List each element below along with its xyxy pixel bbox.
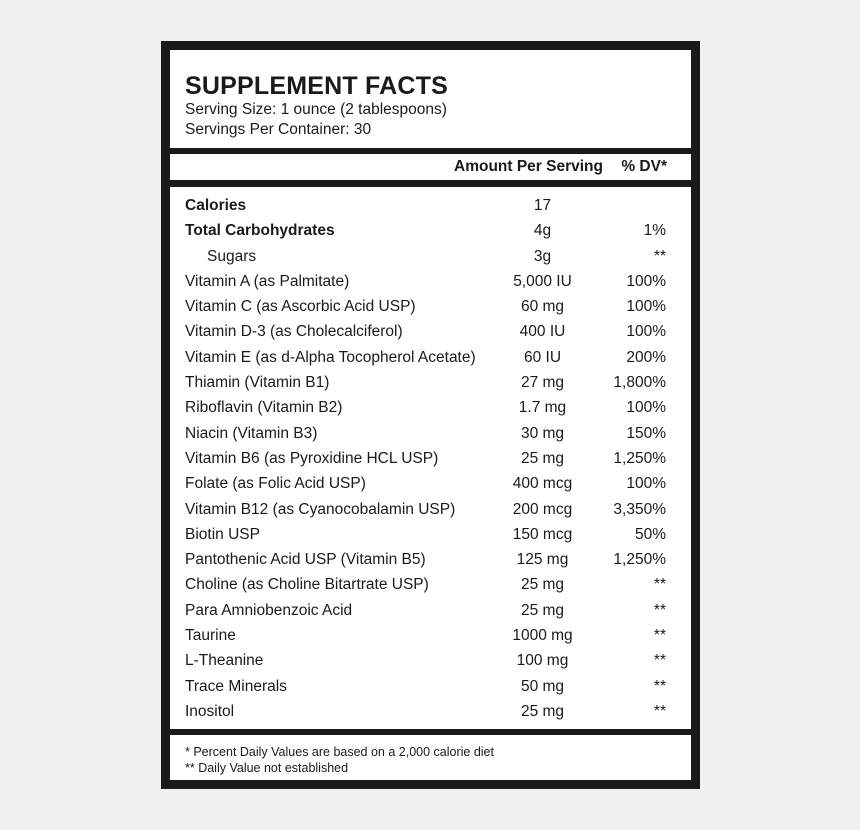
nutrient-amount: 400 IU bbox=[519, 323, 566, 341]
nutrient-dv: ** bbox=[653, 677, 666, 695]
nutrient-amount: 27 mg bbox=[520, 374, 565, 392]
servings-per-container: Servings Per Container: 30 bbox=[185, 121, 372, 138]
nutrient-dv: 100% bbox=[626, 272, 666, 290]
nutrient-name: Trace Minerals bbox=[185, 677, 287, 695]
table-row: Vitamin A (as Palmitate) 5,000 IU 100% bbox=[170, 269, 691, 294]
nutrient-dv: 50% bbox=[634, 525, 666, 543]
nutrient-dv: 100% bbox=[626, 475, 666, 493]
nutrient-name: Biotin USP bbox=[185, 525, 260, 543]
table-row: Vitamin B6 (as Pyroxidine HCL USP) 25 mg 1… bbox=[170, 446, 691, 471]
nutrient-amount: 60 IU bbox=[523, 348, 562, 366]
table-row: Niacin (Vitamin B3) 30 mg 150% bbox=[170, 421, 691, 446]
nutrient-name: Vitamin C (as Ascorbic Acid USP) bbox=[185, 298, 416, 316]
nutrient-name: Taurine bbox=[185, 627, 236, 645]
nutrient-dv: ** bbox=[653, 601, 666, 619]
nutrient-amount: 400 mcg bbox=[512, 475, 573, 493]
table-row: Calories 17 bbox=[170, 193, 691, 218]
nutrient-amount: 1.7 mg bbox=[518, 399, 567, 417]
table-row: Thiamin (Vitamin B1) 27 mg 1,800% bbox=[170, 370, 691, 395]
table-row: Sugars 3g ** bbox=[170, 244, 691, 269]
nutrient-dv: ** bbox=[653, 702, 666, 720]
nutrient-name: Inositol bbox=[185, 702, 235, 720]
nutrient-name: Vitamin D-3 (as Cholecalciferol) bbox=[185, 323, 403, 341]
nutrient-amount: 125 mg bbox=[516, 551, 569, 569]
nutrient-dv: ** bbox=[653, 576, 666, 594]
nutrient-amount: 25 mg bbox=[520, 576, 565, 594]
nutrient-dv: 1% bbox=[643, 222, 666, 240]
table-row: L-Theanine 100 mg ** bbox=[170, 648, 691, 673]
table-row: Inositol 25 mg ** bbox=[170, 699, 691, 724]
dv-column-header: % DV* bbox=[621, 158, 667, 175]
nutrient-name: Total Carbohydrates bbox=[185, 222, 335, 240]
nutrient-name: Vitamin B6 (as Pyroxidine HCL USP) bbox=[185, 449, 439, 467]
table-row: Taurine 1000 mg ** bbox=[170, 623, 691, 648]
nutrient-name: Sugars bbox=[207, 247, 257, 265]
nutrient-amount: 50 mg bbox=[520, 677, 565, 695]
nutrient-amount: 4g bbox=[533, 222, 552, 240]
nutrient-amount: 60 mg bbox=[520, 298, 565, 316]
nutrient-name: Vitamin B12 (as Cyanocobalamin USP) bbox=[185, 500, 456, 518]
nutrient-dv: ** bbox=[653, 247, 666, 265]
table-row: Vitamin D-3 (as Cholecalciferol) 400 IU 10… bbox=[170, 319, 691, 344]
nutrient-name: Vitamin A (as Palmitate) bbox=[185, 272, 350, 290]
nutrient-amount: 3g bbox=[533, 247, 552, 265]
nutrient-name: Thiamin (Vitamin B1) bbox=[185, 374, 330, 392]
nutrient-dv: 1,800% bbox=[613, 374, 666, 392]
nutrient-dv: 200% bbox=[626, 348, 666, 366]
nutrient-dv: 100% bbox=[626, 298, 666, 316]
nutrient-name: Pantothenic Acid USP (Vitamin B5) bbox=[185, 551, 426, 569]
supplement-facts-label: SUPPLEMENT FACTS Serving Size: 1 ounce (… bbox=[161, 41, 700, 789]
table-row: Vitamin B12 (as Cyanocobalamin USP) 200 m… bbox=[170, 497, 691, 522]
nutrient-name: L-Theanine bbox=[185, 652, 264, 670]
table-row: Vitamin E (as d-Alpha Tocopherol Acetate… bbox=[170, 345, 691, 370]
nutrient-amount: 17 bbox=[533, 197, 552, 214]
label-title: SUPPLEMENT FACTS bbox=[185, 72, 448, 100]
table-row: Vitamin C (as Ascorbic Acid USP) 60 mg 100… bbox=[170, 294, 691, 319]
nutrient-name: Riboflavin (Vitamin B2) bbox=[185, 399, 343, 417]
table-row: Trace Minerals 50 mg ** bbox=[170, 674, 691, 699]
nutrient-name: Choline (as Choline Bitartrate USP) bbox=[185, 576, 429, 594]
nutrient-dv: 100% bbox=[626, 399, 666, 417]
nutrient-amount: 150 mcg bbox=[512, 525, 573, 543]
table-row: Pantothenic Acid USP (Vitamin B5) 125 mg 1… bbox=[170, 547, 691, 572]
nutrient-amount: 25 mg bbox=[520, 601, 565, 619]
nutrient-amount: 25 mg bbox=[520, 702, 565, 720]
table-row: Riboflavin (Vitamin B2) 1.7 mg 100% bbox=[170, 395, 691, 420]
nutrient-name: Calories bbox=[185, 197, 247, 214]
nutrient-dv: 150% bbox=[626, 424, 666, 442]
nutrient-dv: ** bbox=[653, 627, 666, 645]
nutrient-amount: 200 mcg bbox=[512, 500, 573, 518]
nutrient-name: Para Amniobenzoic Acid bbox=[185, 601, 353, 619]
nutrient-dv: 3,350% bbox=[613, 500, 666, 518]
nutrient-name: Vitamin E (as d-Alpha Tocopherol Acetate… bbox=[185, 348, 476, 366]
nutrient-name: Folate (as Folic Acid USP) bbox=[185, 475, 366, 493]
table-row: Para Amniobenzoic Acid 25 mg ** bbox=[170, 598, 691, 623]
nutrient-dv: ** bbox=[653, 652, 666, 670]
column-header: Amount Per Serving % DV* bbox=[170, 154, 691, 180]
nutrient-amount: 100 mg bbox=[516, 652, 569, 670]
table-row: Total Carbohydrates 4g 1% bbox=[170, 218, 691, 243]
table-row: Choline (as Choline Bitartrate USP) 25 mg… bbox=[170, 572, 691, 597]
nutrient-dv: 1,250% bbox=[613, 449, 666, 467]
footnotes: * Percent Daily Values are based on a 2,… bbox=[170, 735, 691, 780]
amount-column-header: Amount Per Serving bbox=[454, 158, 603, 175]
footnote-not-established: ** Daily Value not established bbox=[185, 760, 349, 775]
table-row: Folate (as Folic Acid USP) 400 mcg 100% bbox=[170, 471, 691, 496]
nutrient-amount: 30 mg bbox=[520, 424, 565, 442]
nutrient-name: Niacin (Vitamin B3) bbox=[185, 424, 318, 442]
serving-size: Serving Size: 1 ounce (2 tablespoons) bbox=[185, 101, 447, 118]
footnote-dv: * Percent Daily Values are based on a 2,… bbox=[185, 745, 494, 759]
nutrient-amount: 25 mg bbox=[520, 449, 565, 467]
label-header: SUPPLEMENT FACTS Serving Size: 1 ounce (… bbox=[170, 50, 691, 148]
nutrient-dv: 100% bbox=[626, 323, 666, 341]
nutrient-table: Calories 17 Total Carbohydrates 4g 1% Sugars 3… bbox=[170, 187, 691, 729]
nutrient-dv: 1,250% bbox=[613, 551, 666, 569]
nutrient-amount: 1000 mg bbox=[512, 627, 573, 645]
nutrient-amount: 5,000 IU bbox=[513, 272, 572, 290]
table-row: Biotin USP 150 mcg 50% bbox=[170, 522, 691, 547]
